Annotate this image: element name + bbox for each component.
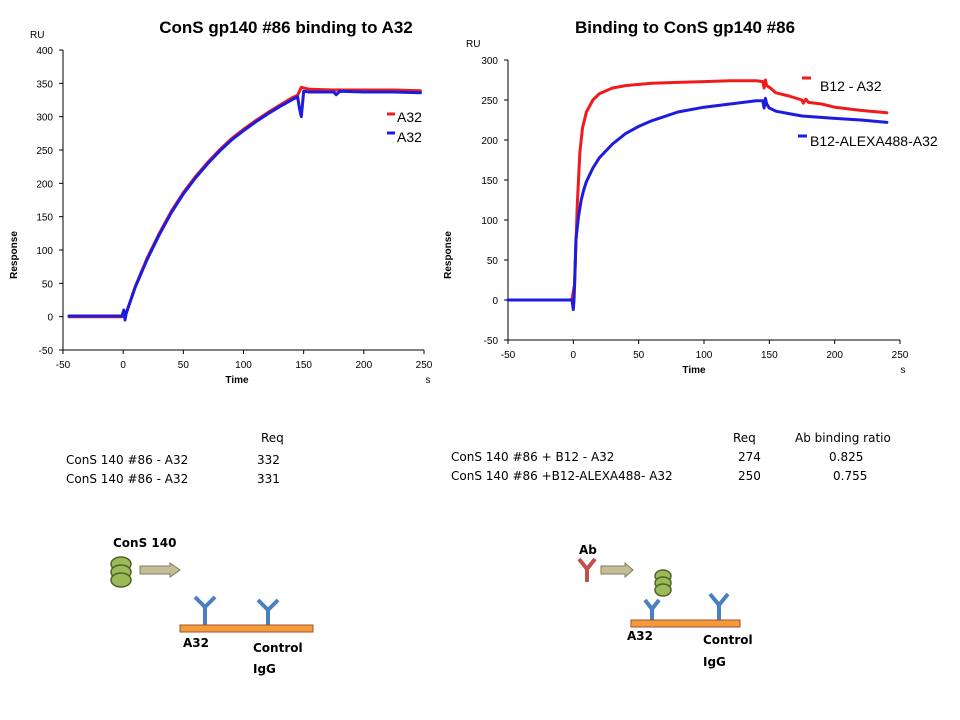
chart-right-legend-label-1: B12-ALEXA488-A32 xyxy=(810,133,938,149)
table-right-row-0-ratio: 0.825 xyxy=(829,450,864,464)
chart-left-y-tick-label: 250 xyxy=(36,146,53,157)
cons140-protein-icon xyxy=(110,556,132,588)
chart-right-y-tick-label: 50 xyxy=(487,256,499,267)
table-left-row-0-label: ConS 140 #86 - A32 xyxy=(66,453,189,467)
control-igg-antibody-icon xyxy=(708,592,730,620)
diagram-left xyxy=(110,556,314,633)
table-right-header-ratio: Ab binding ratio xyxy=(795,431,891,445)
chart-right-legend: B12 - A32 B12-ALEXA488-A32 xyxy=(798,76,938,149)
chart-left-x-unit: s xyxy=(426,375,431,386)
chart-left-y-tick-label: 100 xyxy=(36,246,53,257)
chart-right-plot: -50 0 50 100 150 200 250 300 -50 0 50 100 150 200 250 xyxy=(481,56,908,361)
chart-left: ConS gp140 #86 binding to A32 RU Respons… xyxy=(9,18,433,386)
chart-left-series-0-line xyxy=(67,85,422,319)
chart-right-y-label: Response xyxy=(443,231,454,279)
chart-right-y-tick-label: 100 xyxy=(481,216,498,227)
diagram-left-analyte-label: ConS 140 xyxy=(113,536,177,550)
chart-right-x-tick-label: 100 xyxy=(696,350,713,361)
chart-left-y-tick-label: 200 xyxy=(36,179,53,190)
chart-left-y-label: Response xyxy=(9,231,20,279)
chart-right-x-unit: s xyxy=(901,365,906,376)
chart-left-x-tick-label: 150 xyxy=(295,360,312,371)
table-right-row-0-req: 274 xyxy=(738,450,761,464)
sensor-surface xyxy=(179,624,314,633)
chart-left-plot: -50 0 50 100 150 200 250 300 350 400 -50 0 50 100 150 2… xyxy=(36,46,432,371)
arrow-right-icon xyxy=(139,562,181,578)
sensor-surface xyxy=(630,619,741,628)
chart-right-y-tick-label: 200 xyxy=(481,136,498,147)
chart-left-y-tick-label: 300 xyxy=(36,113,53,124)
chart-right-x-tick-label: 50 xyxy=(633,350,645,361)
chart-right: Binding to ConS gp140 #86 RU Response Ti… xyxy=(443,18,938,376)
table-left-row-0-req: 332 xyxy=(257,453,280,467)
table-right-row-1-req: 250 xyxy=(738,469,761,483)
chart-right-y-tick-label: 0 xyxy=(492,296,498,307)
chart-left-y-tick-label: 400 xyxy=(36,46,53,57)
table-right-header-req: Req xyxy=(733,431,756,445)
chart-left-legend-label-1: A32 xyxy=(397,129,422,145)
chart-left-y-unit: RU xyxy=(30,30,44,41)
diagram-right-control-label-1: Control xyxy=(703,633,753,647)
diagram-left-a32-label: A32 xyxy=(183,636,209,650)
chart-right-x-tick-label: 250 xyxy=(892,350,909,361)
chart-left-title: ConS gp140 #86 binding to A32 xyxy=(159,18,412,37)
control-igg-antibody-icon xyxy=(256,598,280,625)
chart-right-x-tick-label: 0 xyxy=(571,350,577,361)
chart-left-y-tick-label: 150 xyxy=(36,213,53,224)
table-left-header-req: Req xyxy=(261,431,284,445)
chart-right-y-tick-label: 300 xyxy=(481,56,498,67)
chart-left-legend: A32 A32 xyxy=(387,109,422,145)
chart-left-series-1-line xyxy=(67,89,422,322)
cons140-protein-icon xyxy=(654,569,672,597)
chart-left-x-tick-label: -50 xyxy=(56,360,71,371)
diagram-left-control-label-2: IgG xyxy=(253,662,276,676)
chart-right-y-tick-label: 150 xyxy=(481,176,498,187)
ab-antibody-icon xyxy=(577,557,597,582)
chart-right-y-tick-label: 250 xyxy=(481,96,498,107)
chart-left-legend-label-0: A32 xyxy=(397,109,422,125)
a32-antibody-icon xyxy=(643,598,661,620)
chart-right-x-tick-label: 150 xyxy=(761,350,778,361)
arrow-right-icon xyxy=(600,561,634,579)
chart-right-title: Binding to ConS gp140 #86 xyxy=(575,18,795,37)
chart-left-x-tick-label: 250 xyxy=(416,360,433,371)
table-right-row-1-ratio: 0.755 xyxy=(833,469,868,483)
diagram-left-control-label-1: Control xyxy=(253,641,303,655)
chart-right-y-unit: RU xyxy=(466,39,480,50)
chart-left-x-tick-label: 200 xyxy=(355,360,372,371)
chart-left-y-tick-label: 0 xyxy=(47,313,53,324)
diagram-right xyxy=(577,557,741,628)
chart-left-x-tick-label: 0 xyxy=(120,360,126,371)
chart-right-y-tick-label: -50 xyxy=(484,336,499,347)
chart-right-legend-label-0: B12 - A32 xyxy=(820,78,882,94)
a32-antibody-icon xyxy=(193,595,217,625)
diagram-right-control-label-2: IgG xyxy=(703,655,726,669)
chart-left-x-tick-label: 100 xyxy=(235,360,252,371)
chart-right-x-tick-label: -50 xyxy=(501,350,516,361)
chart-left-y-tick-label: -50 xyxy=(39,346,54,357)
chart-right-series-0-line xyxy=(506,78,889,302)
chart-right-x-tick-label: 200 xyxy=(826,350,843,361)
chart-right-x-label: Time xyxy=(682,365,706,376)
chart-left-x-label: Time xyxy=(225,375,249,386)
chart-left-x-tick-label: 50 xyxy=(178,360,190,371)
chart-left-y-tick-label: 50 xyxy=(42,279,54,290)
diagram-right-analyte-label: Ab xyxy=(579,543,597,557)
table-left-row-1-label: ConS 140 #86 - A32 xyxy=(66,472,189,486)
chart-left-y-tick-label: 350 xyxy=(36,79,53,90)
diagram-right-a32-label: A32 xyxy=(627,629,653,643)
table-left-row-1-req: 331 xyxy=(257,472,280,486)
chart-right-series-1-line xyxy=(506,96,889,312)
table-right-row-0-label: ConS 140 #86 + B12 - A32 xyxy=(451,450,615,464)
table-right-row-1-label: ConS 140 #86 +B12-ALEXA488- A32 xyxy=(451,469,673,483)
